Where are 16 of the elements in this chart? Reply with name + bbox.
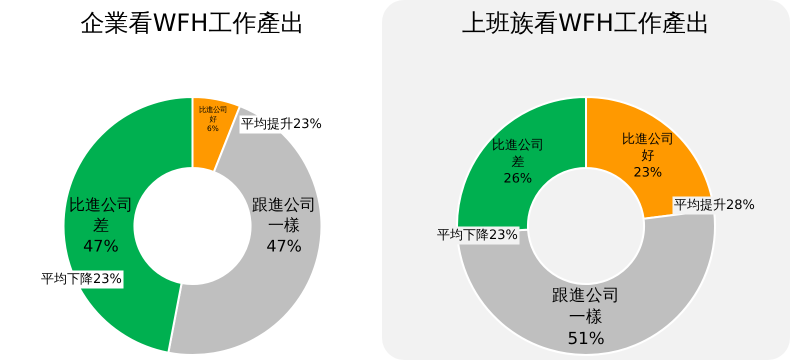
text: 平均提升28% (674, 198, 755, 213)
slice-label: 比進公司差 (68, 194, 133, 235)
chart-title: 企業看WFH工作產出 (80, 9, 304, 38)
data-label: 51% (567, 328, 605, 348)
text: 平均下降23% (41, 272, 122, 287)
data-label: 47% (266, 236, 302, 256)
data-label: 47% (83, 236, 119, 256)
slice-label: 跟進公司一樣 (252, 194, 316, 235)
text: 平均提升23% (241, 117, 322, 132)
slice-label: 跟進公司一樣 (552, 284, 620, 326)
data-label: 23% (634, 165, 662, 180)
chart-title: 上班族看WFH工作產出 (462, 9, 710, 38)
text: 平均下降23% (437, 228, 518, 243)
data-label: 26% (504, 172, 532, 187)
slice-label: 比進公司差 (492, 138, 544, 170)
slice-label: 比進公司好 (622, 132, 674, 164)
